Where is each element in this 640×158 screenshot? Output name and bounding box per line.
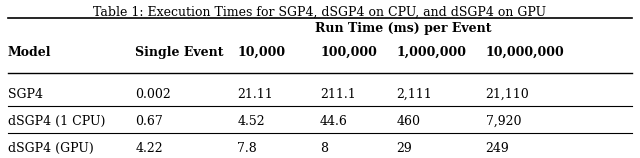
Text: 4.52: 4.52 xyxy=(237,115,265,128)
Text: 7,920: 7,920 xyxy=(486,115,521,128)
Text: 100,000: 100,000 xyxy=(320,46,377,59)
Text: SGP4: SGP4 xyxy=(8,88,43,101)
Text: 460: 460 xyxy=(396,115,420,128)
Text: 8: 8 xyxy=(320,142,328,155)
Text: 4.22: 4.22 xyxy=(135,142,163,155)
Text: 1,000,000: 1,000,000 xyxy=(396,46,467,59)
Text: Single Event: Single Event xyxy=(135,46,224,59)
Text: 0.67: 0.67 xyxy=(135,115,163,128)
Text: 0.002: 0.002 xyxy=(135,88,171,101)
Text: 10,000: 10,000 xyxy=(237,46,285,59)
Text: Model: Model xyxy=(8,46,51,59)
Text: 211.1: 211.1 xyxy=(320,88,356,101)
Text: dSGP4 (GPU): dSGP4 (GPU) xyxy=(8,142,93,155)
Text: dSGP4 (1 CPU): dSGP4 (1 CPU) xyxy=(8,115,105,128)
Text: 21.11: 21.11 xyxy=(237,88,273,101)
Text: 29: 29 xyxy=(396,142,412,155)
Text: Table 1: Execution Times for SGP4, dSGP4 on CPU, and dSGP4 on GPU: Table 1: Execution Times for SGP4, dSGP4… xyxy=(93,6,547,19)
Text: 44.6: 44.6 xyxy=(320,115,348,128)
Text: 249: 249 xyxy=(486,142,509,155)
Text: 7.8: 7.8 xyxy=(237,142,257,155)
Text: 21,110: 21,110 xyxy=(486,88,529,101)
Text: Run Time (ms) per Event: Run Time (ms) per Event xyxy=(315,22,491,35)
Text: 2,111: 2,111 xyxy=(396,88,432,101)
Text: 10,000,000: 10,000,000 xyxy=(486,46,564,59)
